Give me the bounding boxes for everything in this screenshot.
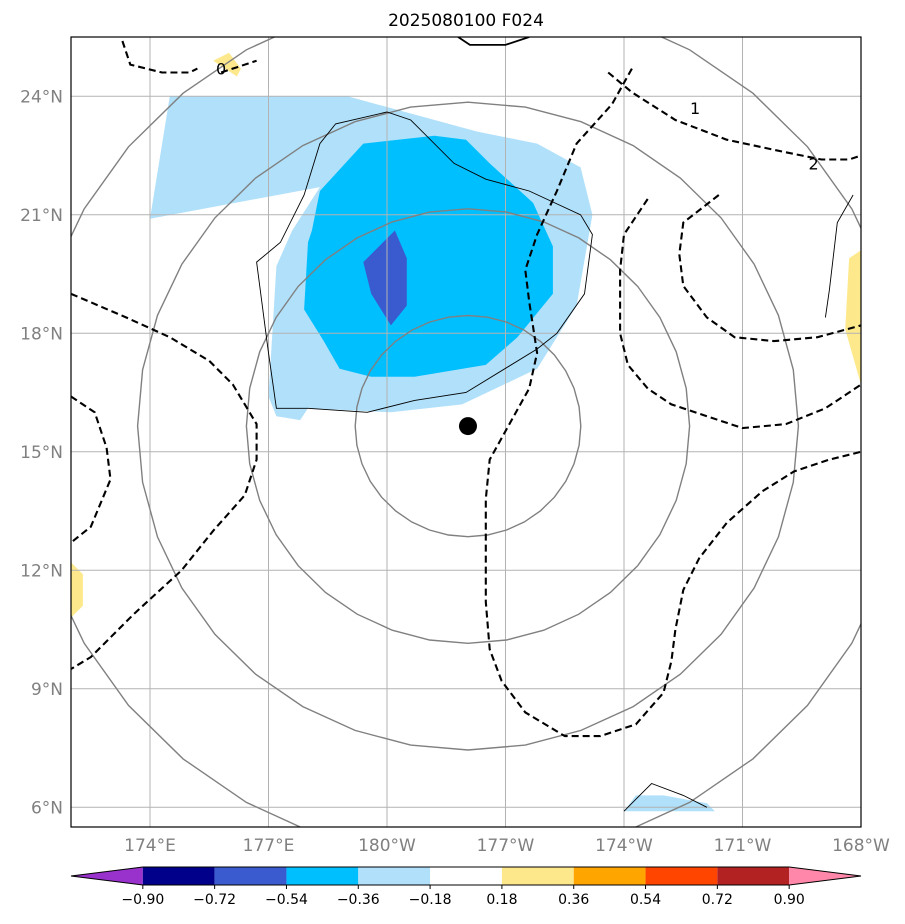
shaded-region-4 xyxy=(845,250,861,385)
x-tick-label-6: 168°W xyxy=(832,836,890,856)
shaded-region-2 xyxy=(363,230,407,326)
range-ring-1 xyxy=(245,208,691,645)
shaded-region-5 xyxy=(71,562,83,618)
colorbar-segment-5 xyxy=(430,867,502,885)
markers xyxy=(458,417,477,436)
thin-contour-0 xyxy=(256,111,593,413)
colorbar-segment-4 xyxy=(358,867,431,885)
dashed-contour-7 xyxy=(678,194,861,343)
dashed-contour-3 xyxy=(71,395,112,544)
colorbar-tick-label-4: −0.18 xyxy=(409,892,452,908)
shaded-region-1 xyxy=(304,135,553,377)
dashed-contour-2 xyxy=(71,292,258,670)
y-tick-label-3: 15°N xyxy=(20,443,63,463)
range-ring-0 xyxy=(354,314,582,538)
y-tick-label-2: 12°N xyxy=(20,561,63,581)
dashed-contour-1 xyxy=(220,59,257,74)
center-marker xyxy=(458,417,477,436)
colorbar-segment-2 xyxy=(214,867,287,885)
thin-contour-2 xyxy=(824,194,854,318)
colorbar-tick-label-6: 0.36 xyxy=(558,892,589,908)
colorbar-segment-8 xyxy=(645,867,718,885)
colorbar-tick-label-8: 0.72 xyxy=(702,892,733,908)
y-tick-label-0: 6°N xyxy=(31,798,63,818)
y-tick-label-1: 9°N xyxy=(31,680,63,700)
colorbar-tick-label-5: 0.18 xyxy=(486,892,517,908)
dashed-contour-5 xyxy=(484,68,861,738)
range-ring-3 xyxy=(71,37,861,827)
solid-contour-top xyxy=(457,37,530,46)
thin-contour-1 xyxy=(623,782,708,812)
y-tick-label-5: 21°N xyxy=(20,206,63,226)
axis-ticks: 174°E 177°E 180°W 177°W 174°W 171°W 168°W 6°N 9°… xyxy=(20,87,890,856)
thin-contours xyxy=(256,37,854,812)
x-tick-label-3: 177°W xyxy=(477,836,535,856)
colorbar-segment-3 xyxy=(286,867,359,885)
contour-label-0: 0 xyxy=(216,60,226,79)
plot-frame xyxy=(70,36,862,828)
contour-label-1: 1 xyxy=(690,99,700,118)
range-rings xyxy=(71,37,861,827)
colorbar-tick-label-3: −0.36 xyxy=(337,892,380,908)
x-tick-label-5: 171°W xyxy=(714,836,772,856)
colorbar: −0.90 −0.72 −0.54 −0.36 −0.18 0.18 0.36 0.54 0.7… xyxy=(70,866,862,908)
y-tick-label-4: 18°N xyxy=(20,324,63,344)
colorbar-tick-label-1: −0.72 xyxy=(193,892,236,908)
shaded-region-3 xyxy=(213,52,241,77)
colorbar-tick-label-7: 0.54 xyxy=(630,892,661,908)
contour-label-2: 2 xyxy=(809,154,819,173)
colorbar-segment-7 xyxy=(573,867,646,885)
colorbar-segment-1 xyxy=(142,867,215,885)
range-ring-2 xyxy=(136,101,800,751)
dashed-contour-0 xyxy=(121,40,198,74)
colorbar-tick-label-0: −0.90 xyxy=(121,892,164,908)
x-tick-label-4: 174°W xyxy=(595,836,653,856)
x-tick-label-2: 180°W xyxy=(358,836,416,856)
dashed-contours: 0 1 2 xyxy=(71,40,861,738)
colorbar-segment-0 xyxy=(71,867,143,885)
chart-title: 2025080100 F024 xyxy=(388,11,544,31)
colorbar-segment-6 xyxy=(501,867,574,885)
colorbar-segment-10 xyxy=(789,867,861,885)
x-tick-label-0: 174°E xyxy=(124,836,176,856)
dashed-contour-4 xyxy=(607,71,861,161)
colorbar-tick-label-9: 0.90 xyxy=(774,892,805,908)
colorbar-tick-label-2: −0.54 xyxy=(265,892,308,908)
gridlines xyxy=(71,37,861,827)
x-tick-label-1: 177°E xyxy=(243,836,295,856)
colorbar-segment-9 xyxy=(717,867,790,885)
dashed-contour-6 xyxy=(619,198,861,430)
y-tick-label-6: 24°N xyxy=(20,87,63,107)
